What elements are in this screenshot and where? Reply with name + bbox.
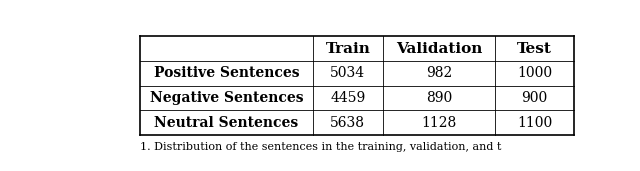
Text: 982: 982 (426, 66, 452, 80)
Text: 900: 900 (522, 91, 548, 105)
Text: Train: Train (325, 42, 371, 56)
Text: 890: 890 (426, 91, 452, 105)
Text: 5034: 5034 (330, 66, 365, 80)
Text: Validation: Validation (396, 42, 482, 56)
Text: Neutral Sentences: Neutral Sentences (154, 116, 298, 130)
Text: 1. Distribution of the sentences in the training, validation, and t: 1. Distribution of the sentences in the … (140, 142, 501, 152)
Text: 4459: 4459 (330, 91, 365, 105)
Text: 1128: 1128 (421, 116, 456, 130)
Text: 5638: 5638 (330, 116, 365, 130)
Text: 1000: 1000 (517, 66, 552, 80)
Text: Positive Sentences: Positive Sentences (154, 66, 299, 80)
Text: 1100: 1100 (517, 116, 552, 130)
Text: Test: Test (517, 42, 552, 56)
Text: Negative Sentences: Negative Sentences (150, 91, 303, 105)
